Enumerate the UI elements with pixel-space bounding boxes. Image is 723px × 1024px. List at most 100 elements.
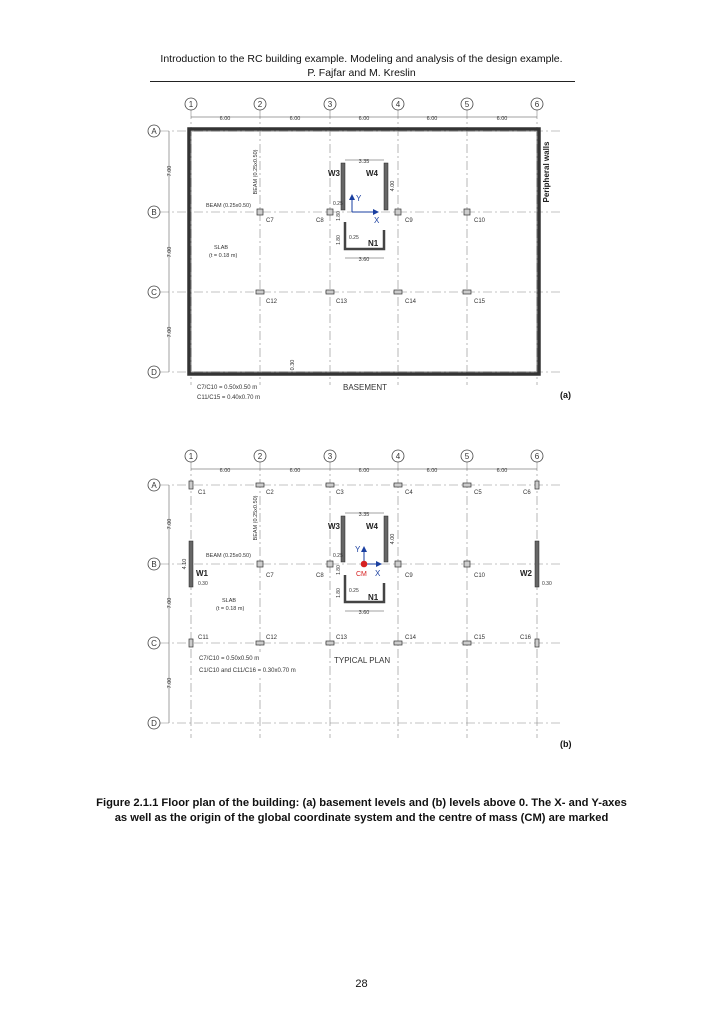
col-C12: C12 [266,299,278,305]
core-walls-b: 3.35 3.60 4.00 1.80 1.80 0.25 0.25 W3 W4… [328,512,396,616]
svg-text:6.00: 6.00 [220,468,231,474]
wall-thickness-a: 0.30 [290,360,296,371]
axis-x-label: X [374,216,380,225]
svg-text:6.00: 6.00 [220,116,231,122]
svg-text:7.00: 7.00 [167,327,173,338]
centre-of-mass-marker [360,560,368,568]
dimensions-b: 6.00 6.00 6.00 6.00 6.00 7.00 7.00 7.00 [167,468,537,723]
col-C13: C13 [336,299,348,305]
svg-text:3.35: 3.35 [359,159,370,165]
svg-text:6.00: 6.00 [359,468,370,474]
cm-label: CM [356,571,367,578]
svg-text:1.80: 1.80 [336,211,342,221]
dimensions-a: 6.00 6.00 6.00 6.00 6.00 7.00 7.00 7.00 [167,116,537,372]
col-C2: C2 [266,490,274,496]
col-C9b: C9 [405,573,413,579]
svg-text:D: D [151,719,157,728]
svg-text:6.00: 6.00 [497,468,508,474]
svg-text:6: 6 [535,452,540,461]
svg-text:6.00: 6.00 [290,468,301,474]
svg-text:0.30: 0.30 [198,581,208,587]
svg-text:4: 4 [396,452,401,461]
svg-text:0.25: 0.25 [349,588,359,594]
wall-N1b: N1 [368,593,379,602]
wall-W3: W3 [328,169,341,178]
col-C14b: C14 [405,635,417,641]
note-a1: C7/C10 = 0.50x0.50 m [197,385,257,391]
svg-text:6.00: 6.00 [427,116,438,122]
svg-text:1.80: 1.80 [336,565,342,575]
core-walls-a: 3.35 3.60 4.00 1.80 1.80 0.25 0.25 W3 W4… [328,159,396,263]
svg-text:3.60: 3.60 [359,257,370,263]
col-C8: C8 [316,218,324,224]
wall-W4: W4 [366,169,379,178]
header-title: Introduction to the RC building example.… [160,53,563,65]
plan-typical: 1 2 3 4 5 6 A B C D 6.00 6.00 6.00 6.00 … [147,449,572,749]
figure-caption: Figure 2.1.1 Floor plan of the building:… [96,797,627,824]
columns-b [188,480,540,648]
svg-text:1: 1 [189,452,194,461]
svg-text:0.25: 0.25 [349,235,359,241]
svg-text:1.80: 1.80 [336,588,342,598]
coord-axes-b: Y X CM [355,545,382,578]
svg-text:5: 5 [465,452,470,461]
col-C10: C10 [474,218,486,224]
wall-W1: W1 [196,569,209,578]
col-C1: C1 [198,490,206,496]
axis-bubbles-a: 1 2 3 4 5 6 A B C D [147,97,544,379]
svg-text:0.25: 0.25 [333,553,343,559]
side-walls-b: 4.10 W1 W2 0.30 0.30 [182,540,552,588]
col-C3: C3 [336,490,344,496]
svg-text:Y: Y [355,545,361,554]
svg-text:4.10: 4.10 [182,559,188,570]
svg-text:3: 3 [328,452,333,461]
svg-text:4.00: 4.00 [390,534,396,545]
svg-text:2: 2 [258,452,263,461]
svg-text:0.25: 0.25 [333,201,343,207]
svg-text:B: B [151,560,156,569]
col-C8b: C8 [316,573,324,579]
col-C11: C11 [198,635,209,641]
svg-text:6.00: 6.00 [359,116,370,122]
svg-text:3.35: 3.35 [359,512,370,518]
header-rule [150,81,575,82]
note-a2: C11/C15 = 0.40x0.70 m [197,395,260,401]
grid-lines-b [160,462,560,738]
axis-3: 3 [328,100,333,109]
axis-6: 6 [535,100,540,109]
grid-lines-a [160,110,560,385]
col-C7b: C7 [266,573,274,579]
axis-1: 1 [189,100,194,109]
beam-label-v-a: BEAM (0.25x0.50) [253,149,259,194]
peripheral-wall [187,127,541,376]
page-number: 28 [355,978,368,990]
plan-title-a: BASEMENT [343,383,387,392]
beam-label-h-a: BEAM (0.25x0.50) [206,203,251,209]
slab-thickness-b: (t = 0.18 m) [216,606,244,612]
note-b2: C1/C10 and C11/C16 = 0.30x0.70 m [199,668,296,674]
col-C9: C9 [405,218,413,224]
svg-text:7.00: 7.00 [167,598,173,609]
axis-B: B [151,208,156,217]
axis-C: C [151,288,157,297]
svg-text:X: X [375,569,381,578]
axis-5: 5 [465,100,470,109]
col-C12b: C12 [266,635,278,641]
col-C13b: C13 [336,635,348,641]
svg-text:7.00: 7.00 [167,166,173,177]
beam-label-v-b: BEAM (0.25x0.50) [253,495,259,540]
axis-D: D [151,368,157,377]
svg-text:7.00: 7.00 [167,678,173,689]
axis-y-label: Y [356,194,362,203]
axis-4: 4 [396,100,401,109]
col-C6: C6 [523,490,531,496]
coord-axes-a: Y X [349,194,380,225]
col-C14: C14 [405,299,417,305]
svg-text:7.00: 7.00 [167,519,173,530]
svg-text:6.00: 6.00 [290,116,301,122]
svg-text:C: C [151,639,157,648]
plan-basement: 1 2 3 4 5 6 A B C D 6.00 6.00 6.00 6.00 … [147,97,571,401]
slab-thickness-a: (t = 0.18 m) [209,253,237,259]
wall-N1: N1 [368,239,379,248]
